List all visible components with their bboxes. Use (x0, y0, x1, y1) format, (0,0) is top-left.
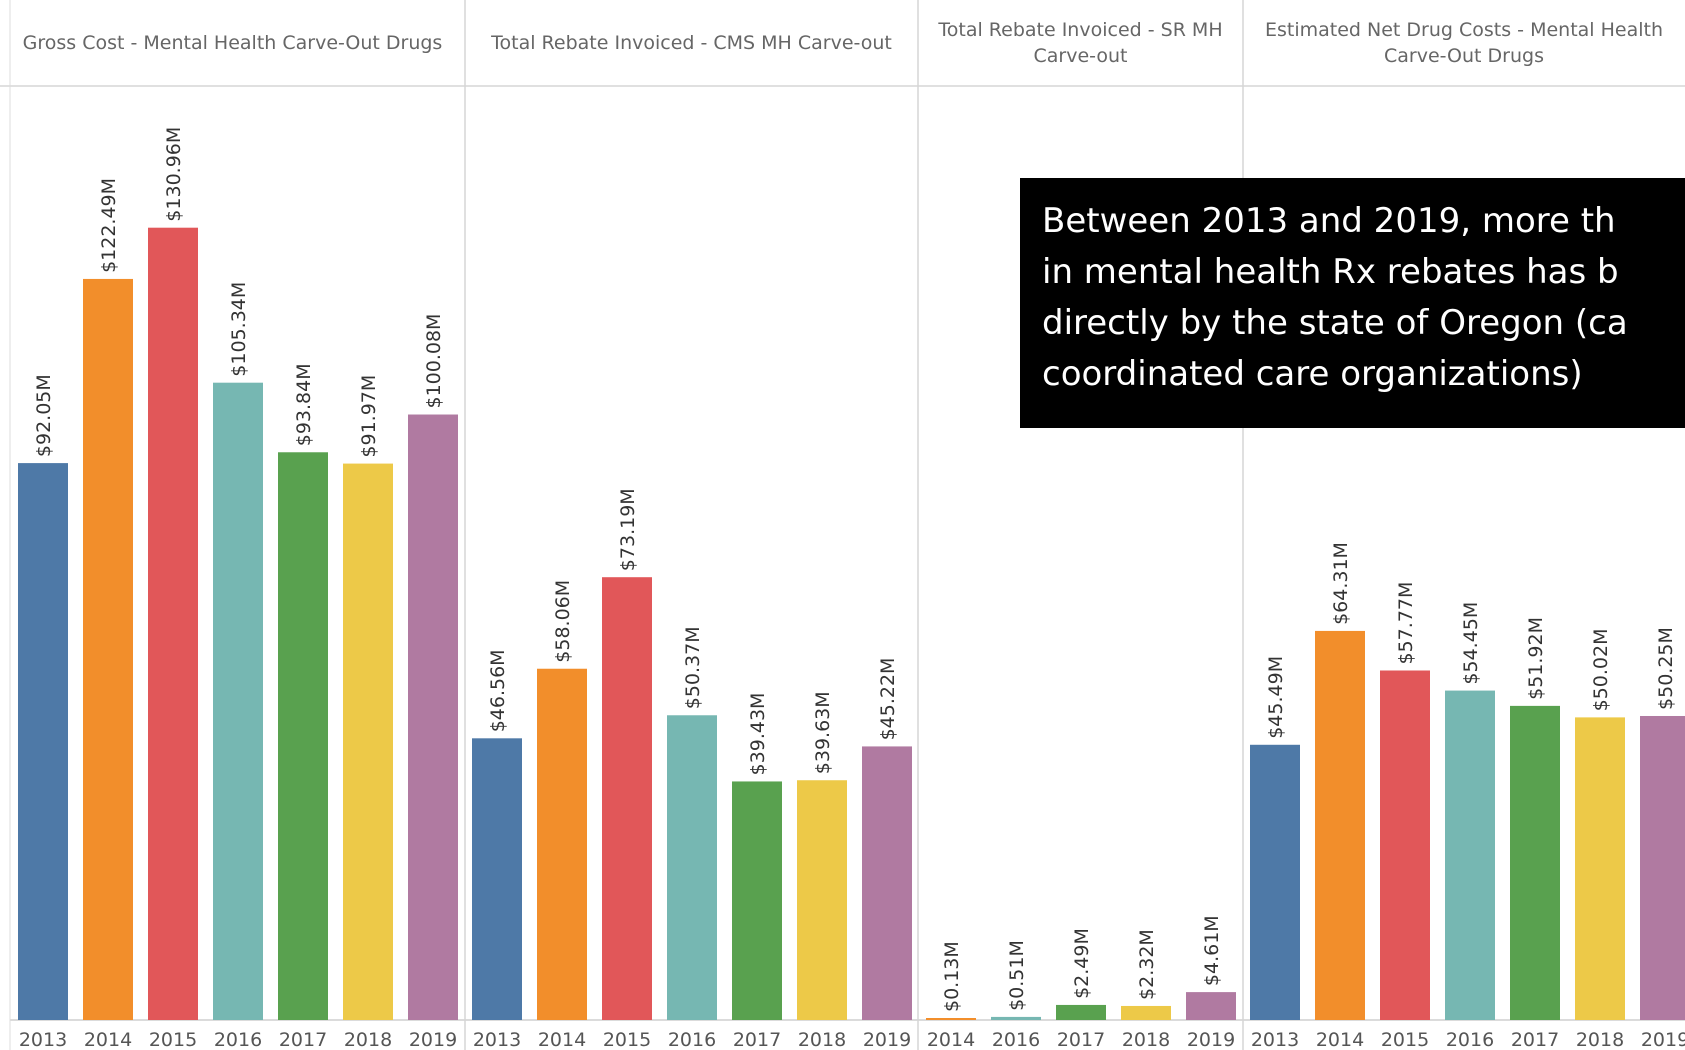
panel-title-gross-cost: Gross Cost - Mental Health Carve-Out Dru… (22, 32, 443, 54)
bar-2018 (1575, 717, 1625, 1020)
data-label: $105.34M (228, 282, 250, 377)
data-label: $73.19M (617, 488, 639, 571)
data-label: $39.63M (812, 691, 834, 774)
x-tick-label: 2014 (538, 1029, 586, 1050)
x-tick-label: 2017 (733, 1029, 781, 1050)
x-tick-label: 2019 (863, 1029, 911, 1050)
x-tick-label: 2016 (992, 1029, 1040, 1050)
bar-2016 (1445, 690, 1495, 1020)
data-label: $46.56M (487, 649, 509, 732)
bar-2016 (667, 715, 717, 1020)
bar-2019 (862, 746, 912, 1020)
x-tick-label: 2014 (927, 1029, 975, 1050)
x-tick-label: 2019 (1641, 1029, 1685, 1050)
data-label: $64.31M (1330, 542, 1352, 625)
bar-2014 (537, 668, 587, 1020)
bar-2016 (991, 1016, 1041, 1020)
panel-title-cms-rebate: Total Rebate Invoiced - CMS MH Carve-out (491, 32, 892, 54)
bar-2019 (1640, 715, 1685, 1020)
bar-2019 (408, 414, 458, 1020)
callout-annotation: Between 2013 and 2019, more th in mental… (1020, 178, 1685, 428)
x-tick-label: 2013 (1251, 1029, 1299, 1050)
x-tick-label: 2017 (1511, 1029, 1559, 1050)
bar-2015 (148, 227, 198, 1020)
bar-2014 (83, 278, 133, 1020)
data-label: $2.49M (1071, 928, 1093, 999)
data-label: $51.92M (1525, 617, 1547, 700)
x-tick-label: 2015 (603, 1029, 651, 1050)
panel-title-sr-rebate: Total Rebate Invoiced - SR MH Carve-out (938, 19, 1223, 67)
x-tick-label: 2014 (1316, 1029, 1364, 1050)
x-tick-label: 2013 (19, 1029, 67, 1050)
bar-2013 (18, 463, 68, 1020)
data-label: $2.32M (1136, 929, 1158, 1000)
data-label: $4.61M (1201, 915, 1223, 986)
panel-title-net-cost: Estimated Net Drug Costs - Mental Health… (1265, 19, 1663, 67)
x-tick-label: 2015 (1381, 1029, 1429, 1050)
bar-2015 (602, 577, 652, 1020)
data-label: $100.08M (423, 314, 445, 409)
data-label: $91.97M (358, 375, 380, 458)
x-tick-label: 2015 (149, 1029, 197, 1050)
data-label: $39.43M (747, 693, 769, 776)
data-label: $45.49M (1265, 656, 1287, 739)
data-label: $50.02M (1590, 629, 1612, 712)
data-label: $57.77M (1395, 582, 1417, 665)
data-label: $0.13M (941, 941, 963, 1012)
data-label: $54.45M (1460, 602, 1482, 685)
bar-2013 (1250, 744, 1300, 1020)
x-tick-label: 2016 (1446, 1029, 1494, 1050)
data-label: $122.49M (98, 178, 120, 273)
bar-2017 (1510, 705, 1560, 1020)
data-label: $50.37M (682, 626, 704, 709)
x-tick-label: 2016 (214, 1029, 262, 1050)
x-tick-label: 2014 (84, 1029, 132, 1050)
bar-2018 (343, 463, 393, 1020)
x-tick-label: 2017 (1057, 1029, 1105, 1050)
x-tick-label: 2013 (473, 1029, 521, 1050)
data-label: $45.22M (877, 658, 899, 741)
x-tick-label: 2019 (1187, 1029, 1235, 1050)
x-tick-label: 2018 (798, 1029, 846, 1050)
bar-2016 (213, 382, 263, 1020)
x-tick-label: 2018 (1576, 1029, 1624, 1050)
bar-2018 (1121, 1005, 1171, 1020)
data-label: $0.51M (1006, 940, 1028, 1011)
x-tick-label: 2018 (1122, 1029, 1170, 1050)
data-label: $93.84M (293, 363, 315, 446)
x-tick-label: 2019 (409, 1029, 457, 1050)
data-label: $130.96M (163, 127, 185, 222)
data-label: $92.05M (33, 374, 55, 457)
x-tick-label: 2017 (279, 1029, 327, 1050)
bar-2014 (926, 1018, 976, 1020)
bar-2013 (472, 738, 522, 1020)
bar-2017 (1056, 1004, 1106, 1020)
bar-2019 (1186, 992, 1236, 1020)
bar-2015 (1380, 670, 1430, 1020)
bar-2017 (732, 781, 782, 1020)
x-tick-label: 2018 (344, 1029, 392, 1050)
data-label: $50.25M (1655, 627, 1677, 710)
x-tick-label: 2016 (668, 1029, 716, 1050)
bar-2018 (797, 780, 847, 1020)
bar-2014 (1315, 630, 1365, 1020)
data-label: $58.06M (552, 580, 574, 663)
bar-2017 (278, 452, 328, 1020)
